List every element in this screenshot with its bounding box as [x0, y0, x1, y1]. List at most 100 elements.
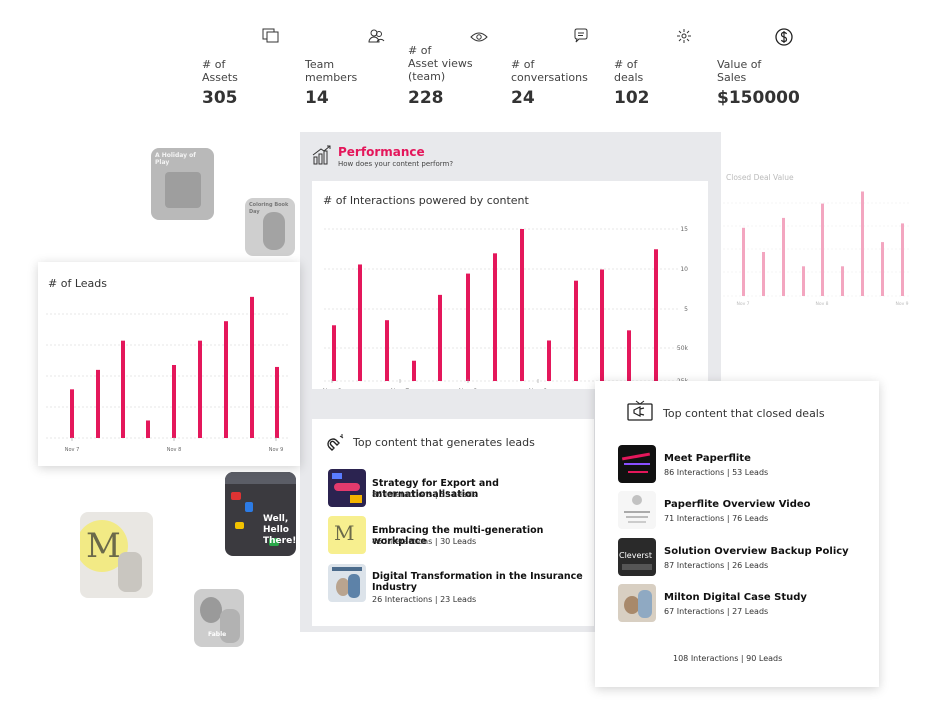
content-thumbnail — [618, 491, 656, 529]
interactions-bar — [358, 264, 362, 381]
top-deals-panel: Top content that closed deals Meet Paper… — [595, 381, 879, 687]
content-interactions: 87 Interactions — [664, 561, 725, 570]
stat-label: # of deals — [614, 58, 644, 84]
closed-value-bar — [762, 252, 765, 296]
separator: | — [724, 607, 733, 616]
content-interactions: 26 Interactions — [372, 595, 433, 604]
x-tick-label: Nov 9 — [269, 447, 284, 453]
content-name: Digital Transformation in the Insurance … — [372, 571, 583, 593]
content-stats: 46 Interactions | 30 Leads — [372, 537, 476, 546]
closed-value-bar — [742, 227, 745, 296]
eye-icon — [470, 28, 488, 47]
deal-content-item[interactable]: Paperflite Overview Video 71 Interactions… — [618, 491, 868, 531]
lead-content-item[interactable]: M Embracing the multi-generation workplac… — [328, 516, 588, 556]
closed-value-bar — [821, 203, 824, 296]
x-tick-label: Nov 9 — [895, 301, 908, 307]
x-tick-label: Nov 8 — [815, 301, 828, 307]
deal-content-item[interactable]: Meet Paperflite 86 Interactions | 53 Lead… — [618, 445, 868, 485]
chat-icon — [573, 28, 589, 48]
interactions-bar — [412, 360, 416, 381]
x-tick-label: Nov 8 — [167, 447, 182, 453]
x-tick-label: Nov 7 — [736, 301, 749, 307]
closed-value-bar — [901, 223, 904, 296]
performance-subtitle: How does your content perform? — [338, 160, 454, 168]
thumbnail-magazine[interactable]: M — [80, 512, 153, 598]
stat-value: $150000 — [717, 88, 800, 108]
chart-title: Closed Deal Value — [726, 173, 794, 182]
leads-plot: Nov 7 Nov 8 Nov 9 — [46, 296, 288, 453]
content-leads: 27 Leads — [732, 607, 769, 616]
stat-label: Value of Sales — [717, 58, 762, 84]
closed-value-bar — [782, 217, 785, 296]
leads-bar — [172, 365, 176, 438]
interactions-bar — [654, 249, 658, 381]
deal-content-item[interactable]: Milton Digital Case Study 67 Interactions… — [618, 584, 868, 624]
x-tick-label: Nov 8 — [459, 387, 478, 389]
stat-label: Team members — [305, 58, 358, 84]
x-tick-label: Nov 7 — [391, 387, 410, 389]
content-stats: 87 Interactions | 26 Leads — [664, 561, 768, 570]
interactions-bar — [547, 340, 551, 381]
y-tick-label: 5 — [684, 306, 688, 313]
closed-value-bar — [841, 266, 844, 296]
content-interactions: 67 Interactions — [664, 607, 725, 616]
x-tick-label: Nov 6 — [323, 387, 342, 389]
content-stats: 86 Interactions | 53 Leads — [664, 468, 768, 477]
logo-m-icon: M — [86, 526, 121, 566]
separator: | — [724, 514, 733, 523]
interactions-bar — [600, 269, 604, 381]
footer-leads: 90 Leads — [746, 654, 783, 663]
thumbnail-fable[interactable]: Fable — [194, 589, 244, 647]
closed-value-bar — [802, 266, 805, 296]
content-thumbnail — [328, 564, 366, 602]
content-leads: 76 Leads — [732, 514, 769, 523]
panel-title: Top content that generates leads — [353, 436, 535, 449]
content-name: Solution Overview Backup Policy — [664, 546, 849, 557]
content-name: Meet Paperflite — [664, 453, 751, 464]
y-tick-label: 15 — [680, 226, 688, 233]
interactions-bar — [332, 325, 336, 381]
content-interactions: 46 Interactions — [372, 537, 433, 546]
performance-icon — [311, 144, 333, 166]
content-leads: 26 Leads — [732, 561, 769, 570]
y-tick-label: 50k — [677, 345, 689, 352]
content-leads: 53 Leads — [732, 468, 769, 477]
footer-interactions: 108 Interactions — [673, 654, 739, 663]
stat-value: 305 — [202, 88, 238, 108]
separator: | — [432, 537, 441, 546]
interactions-bar — [520, 229, 524, 381]
separator: | — [738, 654, 747, 663]
content-thumbnail — [618, 584, 656, 622]
interactions-bar — [574, 280, 578, 381]
closed-deal-value-chart: Closed Deal Value Nov 7 Nov 8 Nov 9 — [721, 168, 911, 308]
thumbnail-hello[interactable]: Well, Hello There! — [225, 472, 296, 556]
content-name: Paperflite Overview Video — [664, 499, 811, 510]
chart-title: # of Interactions powered by content — [323, 194, 529, 207]
y-tick-label: 10 — [680, 266, 688, 273]
separator: | — [432, 490, 441, 499]
content-interactions: 71 Interactions — [664, 514, 725, 523]
thumbnail-text: A Holiday of Play — [155, 152, 196, 166]
separator: | — [724, 561, 733, 570]
leads-bar — [121, 340, 125, 438]
dollar-icon — [775, 28, 793, 50]
top-leads-panel: Top content that generates leads Strateg… — [312, 419, 594, 626]
thumbnail-holiday[interactable]: A Holiday of Play — [151, 148, 214, 220]
content-name: Embracing the multi-generation workplace — [372, 525, 544, 547]
closed-value-bar — [861, 191, 864, 296]
leads-bar — [96, 369, 100, 438]
content-name: Strategy for Export and Internationalisa… — [372, 478, 499, 500]
deal-content-item[interactable]: Cleverst Solution Overview Backup Policy 8… — [618, 538, 868, 578]
lead-content-item[interactable]: Strategy for Export and Internationalisa… — [328, 469, 588, 509]
interactions-bar — [385, 320, 389, 381]
separator: | — [724, 468, 733, 477]
team-icon — [367, 28, 385, 48]
thumbnail-coloring[interactable]: Coloring Book Day — [245, 198, 295, 256]
content-leads: 23 Leads — [440, 595, 477, 604]
interactions-chart: # of Interactions powered by content 15 1… — [312, 181, 708, 389]
copy-icon — [262, 28, 280, 48]
content-leads: 53 Leads — [440, 490, 477, 499]
thumbnail-text: Fable — [208, 631, 227, 638]
lead-content-item[interactable]: Digital Transformation in the Insurance … — [328, 564, 588, 604]
content-interactions: 86 Interactions — [372, 490, 433, 499]
